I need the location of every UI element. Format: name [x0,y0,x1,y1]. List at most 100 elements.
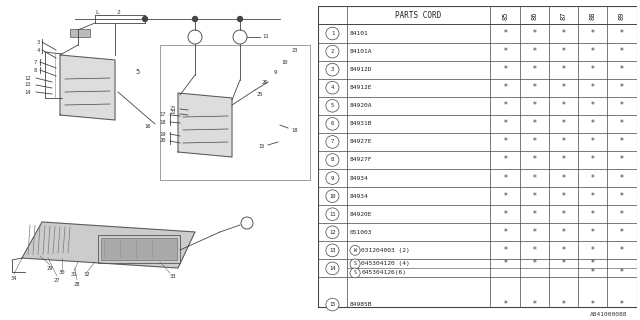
Text: *: * [561,83,565,92]
Text: 32: 32 [84,273,90,277]
Text: 15: 15 [329,302,335,307]
Text: 18: 18 [160,119,166,124]
Text: 5: 5 [136,69,140,75]
Text: *: * [590,29,594,38]
Circle shape [350,245,360,255]
Circle shape [326,27,339,40]
Text: *: * [620,65,623,74]
Polygon shape [178,93,232,157]
Text: *: * [590,47,594,56]
Text: 84920E: 84920E [350,212,372,217]
Bar [70,29,90,37]
Text: *: * [620,246,623,255]
Text: *: * [590,137,594,147]
Text: *: * [533,173,537,183]
Text: 88: 88 [589,11,595,20]
Text: 2: 2 [331,49,334,54]
Text: 85: 85 [502,11,508,20]
Text: *: * [590,101,594,110]
Text: 12: 12 [25,76,31,81]
Text: 25: 25 [257,92,263,97]
Text: *: * [504,260,508,268]
Text: *: * [533,260,537,268]
Text: 14: 14 [329,266,335,271]
Text: *: * [504,228,508,237]
Text: 16: 16 [145,124,151,130]
Text: *: * [533,47,537,56]
Text: 84934: 84934 [350,176,369,180]
Text: *: * [533,101,537,110]
Text: *: * [533,65,537,74]
Circle shape [326,100,339,112]
Text: 84912E: 84912E [350,85,372,90]
Polygon shape [22,222,195,268]
Text: 9: 9 [273,69,276,75]
Text: 12: 12 [329,230,335,235]
Text: 84912D: 84912D [350,67,372,72]
Text: 87: 87 [561,11,566,20]
Text: 84985B: 84985B [350,302,372,307]
Text: *: * [504,246,508,255]
Text: *: * [590,268,594,277]
Text: *: * [561,260,565,268]
Text: *: * [561,65,565,74]
Text: 28: 28 [74,282,80,286]
Polygon shape [60,55,115,120]
Text: *: * [504,210,508,219]
Text: *: * [533,228,537,237]
Text: *: * [561,246,565,255]
Circle shape [326,154,339,166]
Circle shape [326,208,339,220]
Text: *: * [590,173,594,183]
Text: 34: 34 [11,276,17,281]
Text: A841000088: A841000088 [589,312,627,317]
Text: 84920A: 84920A [350,103,372,108]
Text: 045304120 (4): 045304120 (4) [362,261,410,267]
Text: *: * [620,156,623,164]
Text: *: * [533,156,537,164]
Text: 26: 26 [262,79,268,84]
Text: 27: 27 [54,277,60,283]
Text: *: * [504,137,508,147]
Text: *: * [561,300,565,309]
Text: *: * [561,156,565,164]
Text: 20: 20 [160,139,166,143]
Text: 14: 14 [25,90,31,94]
Text: 051003: 051003 [350,230,372,235]
Circle shape [326,190,339,203]
Text: 8: 8 [33,68,36,73]
Text: 18: 18 [292,127,298,132]
Text: *: * [620,83,623,92]
Text: *: * [504,47,508,56]
Text: S: S [354,270,356,276]
Text: *: * [561,228,565,237]
Text: *: * [620,137,623,147]
Text: 13: 13 [329,248,335,253]
Circle shape [350,259,360,269]
Text: S: S [354,261,356,267]
Text: 2: 2 [116,10,120,14]
Text: 4: 4 [36,47,40,52]
Text: 1: 1 [331,31,334,36]
Text: 045304126(6): 045304126(6) [362,270,406,276]
Text: 84927E: 84927E [350,140,372,144]
Text: 86: 86 [532,11,538,20]
Text: *: * [533,119,537,128]
Text: *: * [590,300,594,309]
Text: *: * [504,65,508,74]
Text: PARTS CORD: PARTS CORD [396,11,442,20]
Text: *: * [561,173,565,183]
Text: 10: 10 [282,60,288,65]
Text: 031204003 (2): 031204003 (2) [362,248,410,253]
Text: 19: 19 [160,132,166,137]
Text: *: * [533,300,537,309]
Text: 84934: 84934 [350,194,369,199]
Text: *: * [533,246,537,255]
Text: 7: 7 [33,60,36,65]
Text: *: * [590,119,594,128]
Text: 7: 7 [331,140,334,144]
Text: *: * [533,83,537,92]
Text: *: * [504,173,508,183]
Text: *: * [561,29,565,38]
Text: 84931B: 84931B [350,121,372,126]
